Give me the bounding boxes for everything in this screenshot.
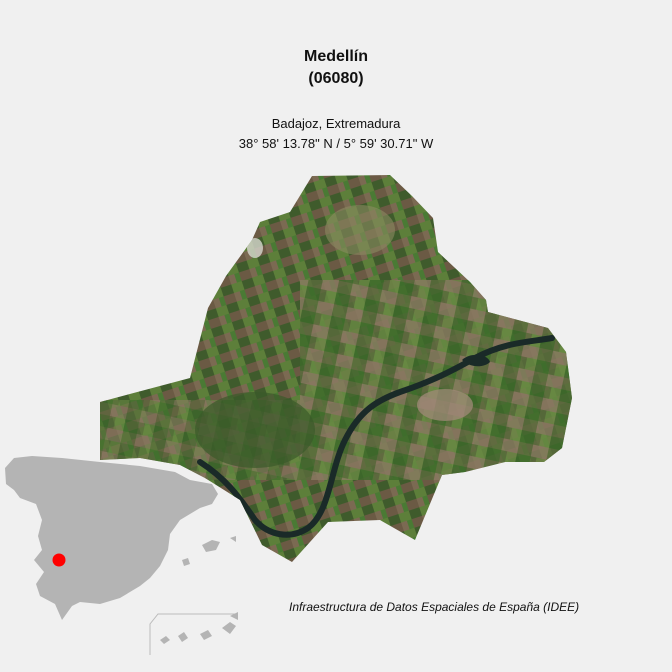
map-title: Medellín (06080) <box>0 46 672 90</box>
canary-islands <box>160 612 238 644</box>
map-subtitle: Badajoz, Extremadura 38° 58' 13.78" N / … <box>0 114 672 154</box>
town-area <box>417 389 473 421</box>
spain-mainland <box>5 456 218 620</box>
balearic-islands <box>182 536 236 566</box>
province-region: Badajoz, Extremadura <box>271 116 401 131</box>
municipality-code: (06080) <box>308 70 364 87</box>
municipality-name: Medellín <box>303 48 368 65</box>
source-credit: Infraestructura de Datos Espaciales de E… <box>289 600 580 614</box>
spain-locator-inset <box>5 456 238 655</box>
canary-islands-frame <box>149 613 238 655</box>
location-marker <box>52 553 66 567</box>
coordinates: 38° 58' 13.78" N / 5° 59' 30.71" W <box>238 136 434 151</box>
